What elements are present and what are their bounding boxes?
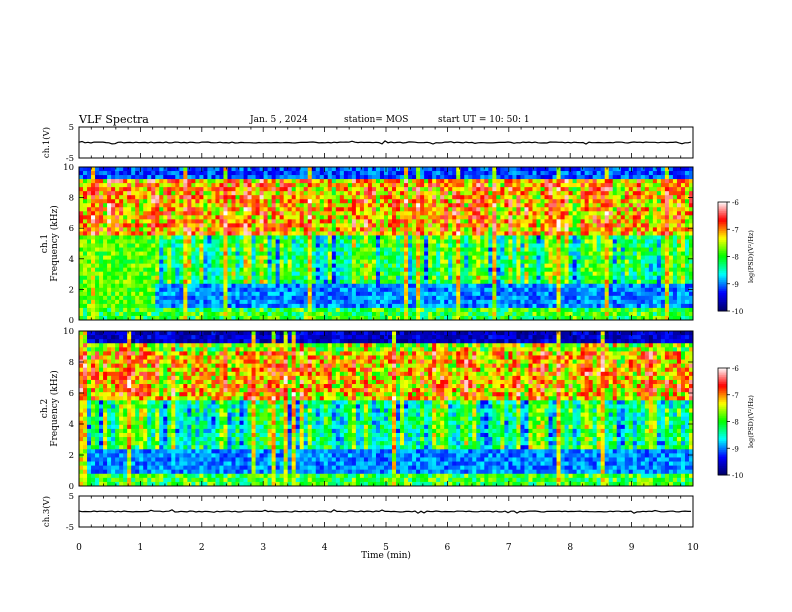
ch3-waveform-line	[78, 509, 691, 514]
xtick-label: 7	[506, 543, 512, 553]
ytick-label: 6	[69, 389, 74, 399]
ytick-label: 10	[63, 163, 74, 173]
xaxis-label: Time (min)	[361, 550, 411, 561]
colorbar-label: log(PSD)(V²/Hz)	[747, 230, 755, 283]
colorbar-1	[718, 202, 727, 312]
xtick-label: 5	[383, 543, 389, 553]
ch1-spectrogram-cells	[79, 167, 694, 321]
ytick-label: 8	[69, 194, 74, 204]
ytick-label: 8	[69, 358, 74, 368]
colorbar-tick-label: -8	[732, 254, 739, 262]
ylabel-frequency: Frequency (kHz)	[49, 205, 60, 282]
chart-title: VLF Spectra	[79, 113, 149, 126]
colorbar-tick-label: -8	[732, 419, 739, 427]
ytick-label: 0	[69, 316, 74, 326]
ylabel-frequency: Frequency (kHz)	[49, 370, 60, 447]
station-label: station= MOS	[344, 115, 409, 125]
date-label: Jan. 5 , 2024	[250, 115, 308, 125]
xtick-label: 10	[687, 543, 699, 553]
ylabel-channel: ch.2	[40, 399, 50, 418]
xtick-label: 1	[138, 543, 144, 553]
ytick-label: 2	[69, 285, 74, 295]
xtick-label: 3	[260, 543, 266, 553]
ytick-label: 10	[63, 327, 74, 337]
ch2-spectrogram-cells	[79, 331, 694, 487]
colorbar-tick-label: -9	[732, 445, 739, 453]
xtick-label: 6	[445, 543, 451, 553]
start-time-label: start UT = 10: 50: 1	[438, 115, 530, 125]
ytick-label: 4	[69, 420, 74, 430]
ytick-label: -5	[66, 523, 74, 533]
colorbar-2	[718, 368, 727, 476]
ytick-label: 6	[69, 224, 74, 234]
xtick-label: 0	[76, 543, 82, 553]
ytick-label: 5	[69, 123, 74, 133]
ylabel-voltage: ch.3(V)	[41, 496, 52, 527]
colorbar-tick-label: -9	[732, 281, 739, 289]
xtick-label: 2	[199, 543, 205, 553]
colorbar-label: log(PSD)(V²/Hz)	[747, 395, 755, 448]
ytick-label: 5	[69, 492, 74, 502]
xtick-label: 4	[322, 543, 328, 553]
colorbar-tick-label: -6	[732, 199, 739, 207]
colorbar-tick-label: -10	[732, 472, 743, 480]
colorbar-tick-label: -10	[732, 308, 743, 316]
colorbar-tick-label: -7	[732, 226, 739, 234]
ytick-label: 0	[69, 482, 74, 492]
colorbar-tick-label: -7	[732, 392, 739, 400]
ytick-label: 2	[69, 451, 74, 461]
colorbar-tick-label: -6	[732, 365, 739, 373]
ylabel-voltage: ch.1(V)	[41, 127, 52, 158]
xtick-label: 9	[629, 543, 635, 553]
ch1-waveform-line	[78, 140, 692, 145]
ytick-label: -5	[66, 154, 74, 164]
xtick-label: 8	[567, 543, 573, 553]
ytick-label: 4	[69, 255, 74, 265]
ylabel-channel: ch.1	[40, 234, 50, 253]
